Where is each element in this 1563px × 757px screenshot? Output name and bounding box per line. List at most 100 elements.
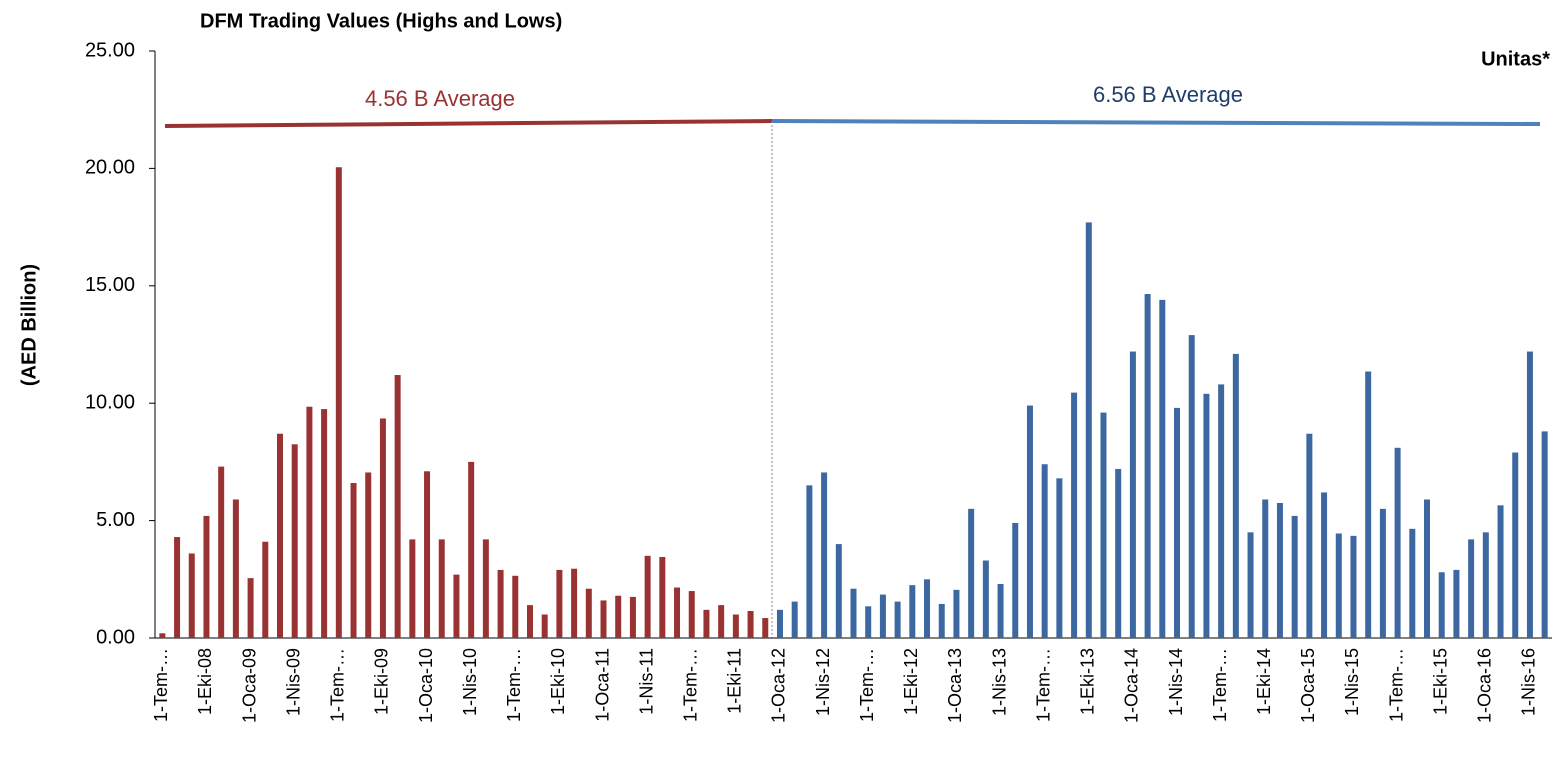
bar: [1276, 502, 1283, 638]
bar: [276, 433, 283, 638]
bar: [468, 461, 475, 638]
y-axis-label: (AED Billion): [18, 264, 40, 386]
bar: [850, 588, 857, 638]
bar: [747, 610, 754, 638]
bar: [1335, 533, 1342, 638]
bar: [1306, 433, 1313, 638]
bar: [424, 471, 431, 638]
bar: [1365, 371, 1372, 638]
bar: [541, 614, 548, 638]
x-tick-label: 1-Eki-08: [195, 648, 215, 715]
x-tick-label: 1-Oca-14: [1122, 648, 1142, 723]
bar: [571, 568, 578, 638]
bar: [394, 375, 401, 638]
bar: [291, 444, 298, 638]
bar: [909, 585, 916, 638]
bar: [1409, 528, 1416, 638]
y-tick-label: 20.00: [85, 157, 135, 179]
bar: [688, 591, 695, 638]
bar: [982, 560, 989, 638]
bar: [335, 167, 342, 638]
bar: [1321, 492, 1328, 638]
y-tick-label: 5.00: [96, 509, 135, 531]
bar: [1232, 353, 1239, 638]
x-tick-label: 1-Oca-10: [416, 648, 436, 723]
bar: [1203, 393, 1210, 638]
x-tick-label: 1-Tem-…: [1033, 648, 1053, 722]
x-tick-label: 1-Eki-12: [901, 648, 921, 715]
bar: [247, 578, 254, 638]
bar: [879, 594, 886, 638]
bar: [350, 483, 357, 638]
x-tick-label: 1-Nis-13: [989, 648, 1009, 716]
bar: [203, 515, 210, 638]
annotation: 6.56 B Average: [1093, 82, 1243, 107]
bar: [732, 614, 739, 638]
bar: [703, 609, 710, 638]
y-tick-label: 15.00: [85, 274, 135, 296]
x-tick-label: 1-Nis-15: [1342, 648, 1362, 716]
x-tick-label: 1-Nis-16: [1519, 648, 1539, 716]
y-tick-label: 0.00: [96, 626, 135, 648]
bar: [188, 553, 195, 638]
bar: [1438, 572, 1445, 638]
x-tick-label: 1-Eki-13: [1078, 648, 1098, 715]
x-tick-label: 1-Oca-13: [945, 648, 965, 723]
bar: [1468, 539, 1475, 638]
bar: [894, 601, 901, 638]
x-tick-label: 1-Oca-09: [239, 648, 259, 723]
average-line: [771, 119, 1541, 126]
bar: [1482, 532, 1489, 638]
x-tick-label: 1-Tem-…: [1210, 648, 1230, 722]
x-tick-label: 1-Eki-10: [548, 648, 568, 715]
bar: [497, 569, 504, 638]
bar: [865, 606, 872, 638]
bar: [1512, 452, 1519, 638]
x-tick-label: 1-Eki-11: [725, 648, 745, 714]
bar: [968, 508, 975, 638]
bar: [379, 418, 386, 638]
bar: [262, 541, 269, 638]
bar: [232, 499, 239, 638]
bar: [835, 544, 842, 638]
bar: [1247, 532, 1254, 638]
bar: [174, 537, 181, 638]
bar: [762, 618, 769, 638]
bar: [482, 539, 489, 638]
bar: [644, 555, 651, 638]
bar: [1188, 335, 1195, 638]
bar: [1453, 569, 1460, 638]
bar: [1085, 222, 1092, 639]
x-tick-label: 1-Nis-14: [1166, 648, 1186, 716]
bar: [1159, 299, 1166, 638]
bar: [409, 539, 416, 638]
bar: [938, 603, 945, 638]
bar: [1291, 515, 1298, 638]
bar: [1041, 464, 1048, 638]
bar: [600, 600, 607, 638]
bar: [659, 556, 666, 638]
bar: [1012, 522, 1019, 638]
bar: [512, 575, 519, 638]
y-tick-label: 25.00: [85, 39, 135, 61]
bar: [718, 605, 725, 638]
x-tick-label: 1-Oca-12: [769, 648, 789, 723]
annotation: 4.56 B Average: [365, 86, 515, 111]
bar: [1115, 468, 1122, 638]
bar: [306, 406, 313, 638]
bar: [1424, 499, 1431, 638]
bar: [1497, 505, 1504, 638]
bar: [791, 601, 798, 638]
x-tick-label: 1-Nis-10: [460, 648, 480, 716]
bar: [997, 583, 1004, 638]
bar: [615, 595, 622, 638]
bar: [365, 472, 372, 638]
annotation: Unitas*: [1481, 48, 1550, 70]
bar: [629, 596, 636, 638]
bar: [1218, 384, 1225, 638]
x-tick-label: 1-Tem-…: [680, 648, 700, 722]
bar: [1526, 351, 1533, 638]
x-tick-label: 1-Eki-14: [1254, 648, 1274, 715]
x-tick-label: 1-Oca-16: [1475, 648, 1495, 723]
